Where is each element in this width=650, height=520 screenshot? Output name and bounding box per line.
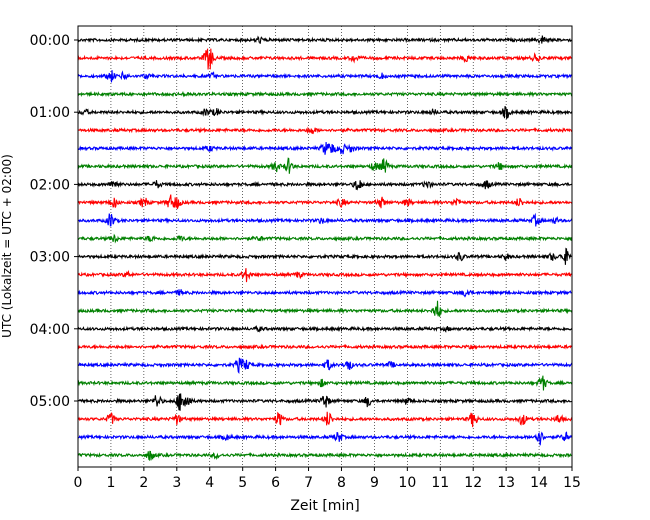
trace-line xyxy=(77,70,573,83)
trace-line xyxy=(77,431,573,446)
trace-line xyxy=(77,157,573,174)
plot-frame xyxy=(77,25,573,468)
trace-line xyxy=(77,126,572,135)
trace-line xyxy=(77,375,573,391)
trace-line xyxy=(77,357,573,374)
trace-line xyxy=(77,411,573,428)
x-tick-label: 6 xyxy=(271,475,280,491)
x-tick-label: 9 xyxy=(370,475,379,491)
x-tick-label: 15 xyxy=(563,475,581,491)
x-tick-label: 10 xyxy=(398,475,416,491)
x-tick-label: 8 xyxy=(337,475,346,491)
x-tick-label: 11 xyxy=(431,475,449,491)
x-tick-label: 5 xyxy=(238,475,247,491)
trace-line xyxy=(77,212,573,227)
x-tick-label: 2 xyxy=(139,475,148,491)
trace-line xyxy=(77,450,573,462)
x-tick-label: 4 xyxy=(205,475,214,491)
trace-line xyxy=(77,106,573,120)
y-tick-label: 04:00 xyxy=(30,322,70,338)
trace-line xyxy=(77,343,573,351)
x-tick-label: 14 xyxy=(530,475,548,491)
trace-line xyxy=(77,180,573,191)
seismic-traces xyxy=(77,35,573,462)
trace-line xyxy=(77,300,573,317)
x-tick-label: 7 xyxy=(304,475,313,491)
x-tick-label: 0 xyxy=(74,475,83,491)
y-axis-title: UTC (Lokalzeit = UTC + 02:00) xyxy=(0,154,14,338)
trace-line xyxy=(77,48,573,70)
x-tick-label: 13 xyxy=(497,475,515,491)
y-tick-label: 01:00 xyxy=(30,105,70,121)
trace-line xyxy=(77,90,573,98)
trace-line xyxy=(77,142,573,155)
trace-line xyxy=(77,393,573,411)
x-tick-label: 1 xyxy=(106,475,115,491)
x-tick-label: 3 xyxy=(172,475,181,491)
trace-line xyxy=(77,268,573,283)
trace-line xyxy=(77,194,573,210)
y-tick-label: 02:00 xyxy=(30,177,70,193)
y-tick-label: 03:00 xyxy=(30,250,70,266)
y-tick-label: 05:00 xyxy=(30,394,70,410)
trace-line xyxy=(77,324,573,333)
x-axis-ticks: 0 1 2 3 4 5 6 7 8 9 10 11 12 13 14 15 xyxy=(74,467,581,491)
trace-line xyxy=(77,233,573,244)
trace-line xyxy=(77,289,573,298)
trace-line xyxy=(77,247,573,265)
trace-line xyxy=(77,35,573,44)
y-tick-label: 00:00 xyxy=(30,33,70,49)
x-tick-label: 12 xyxy=(464,475,482,491)
y-axis-ticks: 00:00 01:00 02:00 03:00 04:00 05:00 xyxy=(30,33,78,410)
x-axis-title: Zeit [min] xyxy=(290,498,359,514)
